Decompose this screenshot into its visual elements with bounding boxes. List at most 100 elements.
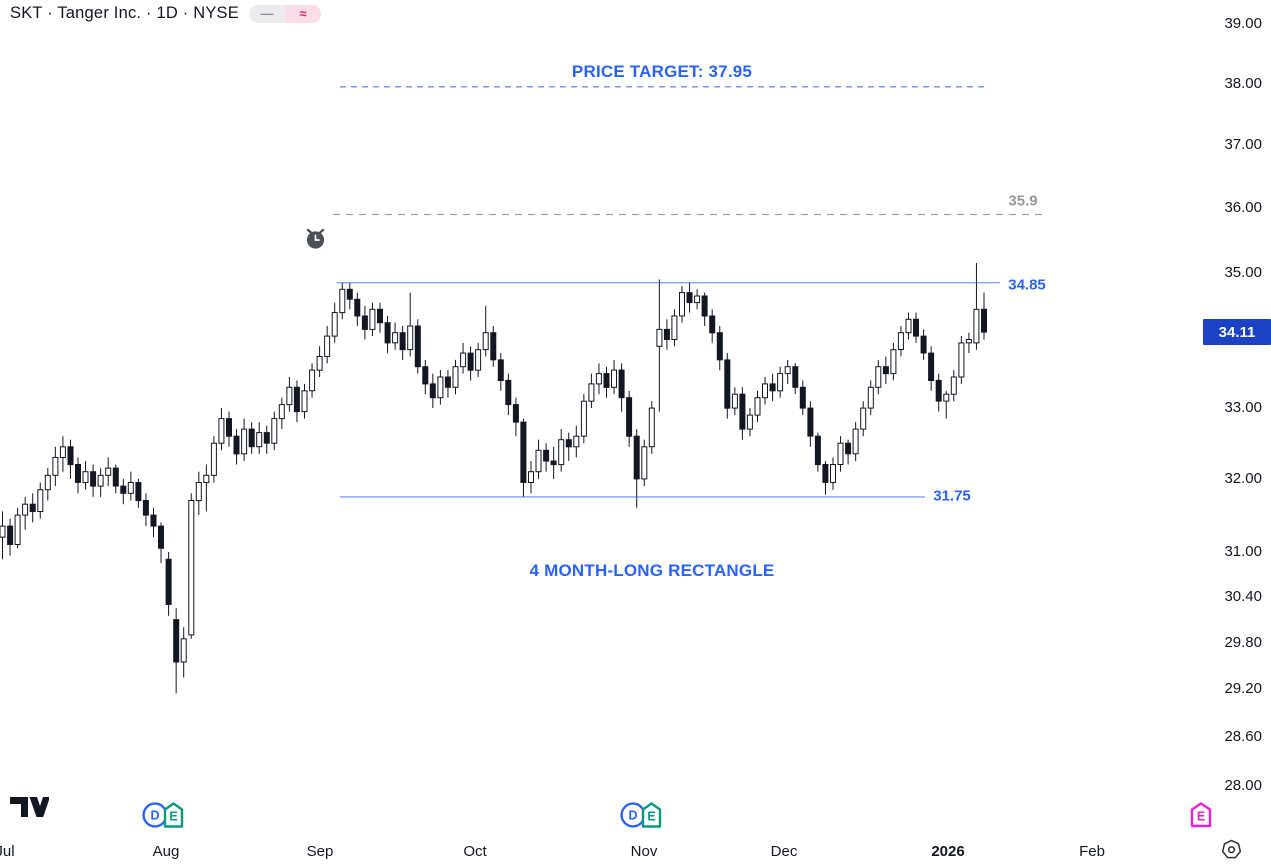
candle-up <box>14 514 21 545</box>
candle-down <box>505 379 512 406</box>
candle-up <box>241 428 248 455</box>
candle-up <box>44 474 51 491</box>
price-tick-29.20: 29.20 <box>1224 680 1262 697</box>
dividend-earnings-marker-nov[interactable]: D E <box>619 799 667 831</box>
candle-down <box>263 432 270 444</box>
projected-earnings-marker-feb[interactable]: E <box>1190 801 1218 829</box>
last-price-badge: 34.11 <box>1203 319 1271 345</box>
candle-up <box>679 292 685 317</box>
candle-down <box>512 404 519 423</box>
candle-up <box>188 500 195 636</box>
price-tick-28.60: 28.60 <box>1224 728 1262 745</box>
candle-up <box>369 308 376 330</box>
candle-down <box>135 482 142 502</box>
candle-up <box>535 449 542 473</box>
candle-down <box>399 332 406 351</box>
time-tick-Dec: Dec <box>770 843 798 860</box>
candle-up <box>203 474 210 483</box>
candle-up <box>573 435 580 448</box>
candle-down <box>822 464 829 483</box>
candle-down <box>467 352 474 371</box>
candle-down <box>520 421 527 484</box>
settings-gear-icon[interactable] <box>1221 839 1242 860</box>
candle-down <box>444 376 451 388</box>
candle-up <box>648 407 655 448</box>
price-tick-30.40: 30.40 <box>1224 588 1262 605</box>
candle-down <box>814 435 821 466</box>
resistance-label[interactable]: 34.85 <box>1008 276 1046 294</box>
candle-up <box>746 414 753 430</box>
candle-up <box>897 332 904 351</box>
candle-up <box>777 373 784 392</box>
candle-down <box>142 500 149 516</box>
price-tick-39.00: 39.00 <box>1224 15 1262 32</box>
candle-up <box>97 474 104 487</box>
candles <box>0 263 987 694</box>
dividend-icon: D <box>628 809 637 823</box>
candle-down <box>346 288 353 300</box>
price-tick-28.00: 28.00 <box>1224 777 1262 794</box>
candle-up <box>475 349 482 371</box>
price-tick-36.00: 36.00 <box>1224 199 1262 216</box>
earnings-projected-icon: E <box>1197 810 1205 824</box>
candle-down <box>414 325 421 368</box>
candle-down <box>233 435 240 455</box>
candle-up <box>271 418 278 444</box>
status-badges: — ≈ <box>248 4 321 23</box>
candle-up <box>950 376 957 395</box>
minus-badge[interactable]: — <box>248 4 285 23</box>
candle-up <box>256 432 263 448</box>
candle-down <box>882 366 889 375</box>
dividend-icon: D <box>150 809 159 823</box>
candle-up <box>407 325 414 351</box>
candle-up <box>852 428 859 455</box>
candle-down <box>293 386 300 413</box>
candle-up <box>905 318 912 334</box>
candle-up <box>784 366 791 375</box>
candle-up <box>588 383 595 402</box>
candle-down <box>377 308 383 324</box>
dividend-earnings-marker-aug[interactable]: D E <box>141 799 189 831</box>
candle-down <box>701 295 708 317</box>
candle-down <box>913 318 919 337</box>
gray-level-label[interactable]: 35.9 <box>1008 192 1038 210</box>
rectangle-annotation[interactable]: 4 MONTH-LONG RECTANGLE <box>529 561 775 580</box>
candle-down <box>935 379 942 402</box>
candle-up <box>558 439 565 466</box>
candle-up <box>331 312 338 337</box>
candle-down <box>769 383 776 392</box>
candle-down <box>422 366 429 385</box>
alarm-clock-icon[interactable] <box>303 226 328 253</box>
candle-up <box>82 471 89 484</box>
candle-up <box>958 342 965 378</box>
price-tick-32.00: 32.00 <box>1224 470 1262 487</box>
candle-down <box>354 298 361 317</box>
candle-up <box>210 442 217 476</box>
candle-up <box>127 482 134 494</box>
candle-up <box>52 456 59 476</box>
candle-down <box>112 467 119 487</box>
candle-down <box>799 386 806 409</box>
candle-up <box>595 373 602 385</box>
candle-down <box>618 369 625 399</box>
price-target-label[interactable]: PRICE TARGET: 37.95 <box>571 62 753 81</box>
candle-down <box>543 449 550 462</box>
candle-up <box>37 489 44 513</box>
candle-up <box>611 369 617 388</box>
candle-up <box>301 390 308 413</box>
support-label[interactable]: 31.75 <box>933 487 971 505</box>
candle-up <box>754 397 761 416</box>
time-tick-Oct: Oct <box>463 843 487 860</box>
tradingview-logo[interactable] <box>9 795 50 821</box>
candle-up <box>452 366 459 388</box>
candle-down <box>165 558 172 605</box>
price-tick-29.80: 29.80 <box>1224 634 1262 651</box>
candle-up <box>943 393 950 402</box>
chart-header: SKT · Tanger Inc. · 1D · NYSE — ≈ <box>10 4 321 23</box>
approx-badge[interactable]: ≈ <box>284 4 321 23</box>
candle-up <box>59 446 66 458</box>
price-tick-33.00: 33.00 <box>1224 399 1262 416</box>
candle-down <box>709 315 716 334</box>
